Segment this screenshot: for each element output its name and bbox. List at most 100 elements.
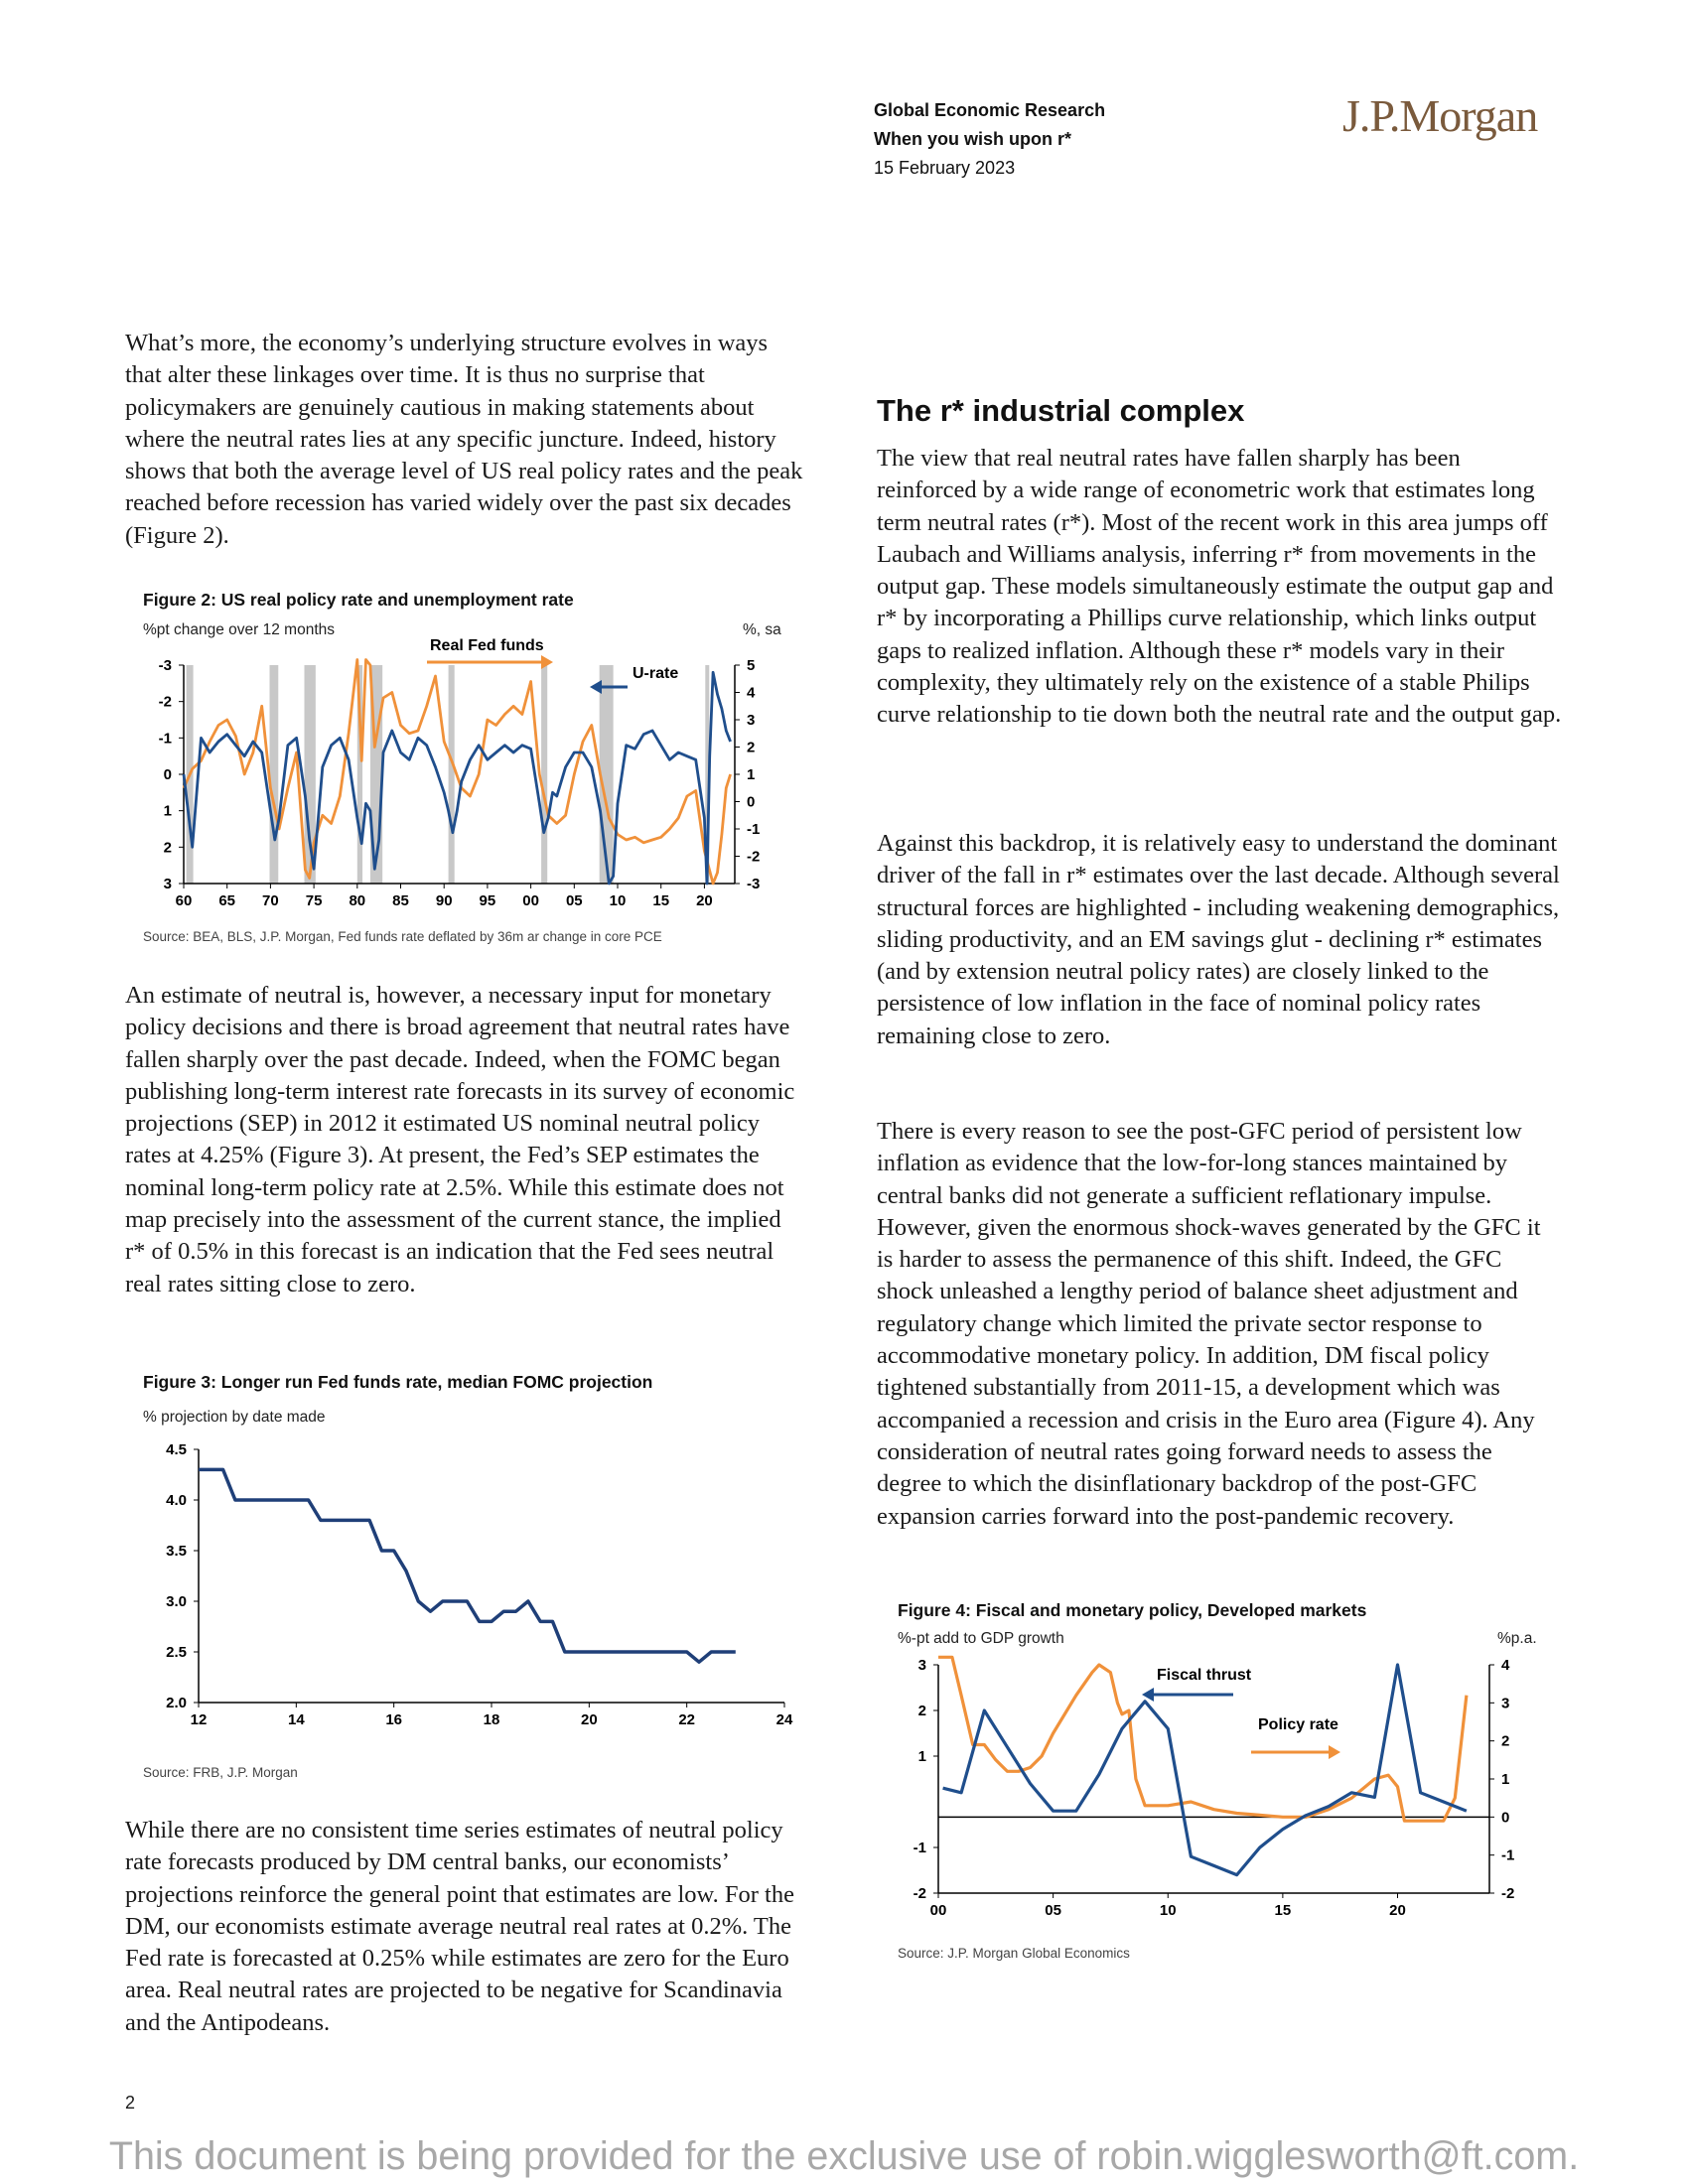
y-tick-label: 2.0 <box>166 1695 187 1711</box>
real-fed-funds-line <box>182 658 732 886</box>
y-tick-label: 4.0 <box>166 1492 187 1509</box>
jpmorgan-logo: J.P.Morgan <box>1342 90 1538 141</box>
right-tick-label: 2 <box>747 740 755 756</box>
policy-rate-arrow-head <box>1329 1745 1340 1759</box>
fiscal-thrust-line <box>942 1663 1468 1877</box>
figure-2-title: Figure 2: US real policy rate and unempl… <box>143 590 574 610</box>
policy-rate-annotation: Policy rate <box>1258 1716 1338 1733</box>
right-tick-label: -1 <box>747 821 760 838</box>
figure-4-title: Figure 4: Fiscal and monetary policy, De… <box>898 1600 1367 1620</box>
recession-band-1 <box>269 665 279 884</box>
x-tick-label: 75 <box>306 892 323 909</box>
right-tick-label: 5 <box>747 657 755 674</box>
x-tick-label: 20 <box>581 1711 598 1728</box>
report-title: When you wish upon r* <box>874 129 1071 149</box>
x-tick-label: 20 <box>1389 1902 1406 1919</box>
figure-3-unit: % projection by date made <box>143 1409 326 1426</box>
left-tick-label: -2 <box>914 1885 926 1902</box>
x-tick-label: 05 <box>1045 1902 1061 1919</box>
section-heading: The r* industrial complex <box>877 393 1245 428</box>
right-tick-label: 1 <box>1501 1771 1509 1788</box>
left-tick-label: 2 <box>918 1703 926 1719</box>
paragraph-1: What’s more, the economy’s underlying st… <box>125 330 803 549</box>
recession-band-2 <box>304 665 316 884</box>
figure-3-source: Source: FRB, J.P. Morgan <box>143 1765 298 1780</box>
recession-band-8 <box>705 665 710 884</box>
figure-4-source: Source: J.P. Morgan Global Economics <box>898 1946 1130 1961</box>
right-tick-label: 0 <box>747 794 755 811</box>
x-tick-label: 18 <box>484 1711 500 1728</box>
left-tick-label: -1 <box>159 730 172 747</box>
paragraph-3: While there are no consistent time serie… <box>125 1817 794 2036</box>
y-tick-label: 3.5 <box>166 1543 187 1560</box>
y-tick-label: 4.5 <box>166 1441 187 1458</box>
page-number: 2 <box>125 2093 136 2113</box>
x-tick-label: 70 <box>262 892 279 909</box>
u-rate-line <box>182 670 732 886</box>
paragraph-4: The view that real neutral rates have fa… <box>877 445 1562 729</box>
paragraph-6: There is every reason to see the post-GF… <box>877 1118 1541 1530</box>
report-header: Global Economic Research When you wish u… <box>874 96 1105 183</box>
x-tick-label: 12 <box>191 1711 208 1728</box>
x-tick-label: 95 <box>480 892 496 909</box>
figure-3-chart: 2.0 2.5 3.0 3.5 4.0 4.5 12 14 16 18 20 22 24 <box>166 1441 793 1728</box>
left-tick-label: -1 <box>914 1840 926 1856</box>
u-rate-annotation: U-rate <box>633 665 678 682</box>
recession-band-6 <box>541 665 548 884</box>
x-tick-label: 00 <box>522 892 539 909</box>
x-tick-label: 14 <box>288 1711 305 1728</box>
x-tick-label: 10 <box>1160 1902 1177 1919</box>
figure-2-right-unit: %, sa <box>743 621 781 638</box>
paragraph-5: Against this backdrop, it is relatively … <box>877 830 1560 1049</box>
left-tick-label: 2 <box>164 839 172 856</box>
recession-band-3 <box>356 665 363 884</box>
x-tick-label: 05 <box>566 892 583 909</box>
fiscal-thrust-arrow-head <box>1142 1688 1154 1702</box>
left-tick-label: 0 <box>164 766 172 783</box>
right-tick-label: -2 <box>1501 1885 1514 1902</box>
figure-2-left-unit: %pt change over 12 months <box>143 621 336 638</box>
right-tick-label: -2 <box>747 849 760 866</box>
x-tick-label: 20 <box>696 892 713 909</box>
left-tick-label: 1 <box>918 1748 926 1765</box>
figure-3-title: Figure 3: Longer run Fed funds rate, med… <box>143 1372 653 1392</box>
y-tick-label: 3.0 <box>166 1593 187 1610</box>
left-tick-label: 1 <box>164 803 172 820</box>
figure-2-source: Source: BEA, BLS, J.P. Morgan, Fed funds… <box>143 929 662 944</box>
figure-4-right-unit: %p.a. <box>1497 1630 1537 1647</box>
department-name: Global Economic Research <box>874 100 1106 120</box>
fomc-projection-line <box>199 1467 736 1664</box>
right-tick-label: 3 <box>1501 1695 1509 1711</box>
real-fed-funds-arrow-head <box>541 655 553 669</box>
x-tick-label: 15 <box>1275 1902 1292 1919</box>
left-tick-label: 3 <box>164 876 172 892</box>
left-tick-label: 3 <box>918 1657 926 1674</box>
x-tick-label: 22 <box>678 1711 695 1728</box>
paragraph-2: An estimate of neutral is, however, a ne… <box>125 982 795 1297</box>
figure-4-left-unit: %-pt add to GDP growth <box>898 1630 1064 1647</box>
x-tick-label: 80 <box>349 892 365 909</box>
policy-rate-line <box>938 1655 1469 1823</box>
right-tick-label: 2 <box>1501 1733 1509 1750</box>
x-tick-label: 10 <box>610 892 627 909</box>
usage-footer: This document is being provided for the … <box>108 2134 1580 2178</box>
x-tick-label: 00 <box>930 1902 947 1919</box>
right-tick-label: 4 <box>1501 1657 1510 1674</box>
x-tick-label: 60 <box>176 892 193 909</box>
x-tick-label: 90 <box>436 892 453 909</box>
right-tick-label: 0 <box>1501 1809 1509 1826</box>
y-tick-label: 2.5 <box>166 1644 187 1661</box>
right-tick-label: 3 <box>747 712 755 729</box>
x-tick-label: 24 <box>776 1711 793 1728</box>
x-tick-label: 16 <box>385 1711 402 1728</box>
real-fed-funds-annotation: Real Fed funds <box>430 637 544 654</box>
x-tick-label: 85 <box>392 892 409 909</box>
fiscal-thrust-annotation: Fiscal thrust <box>1157 1667 1252 1684</box>
right-tick-label: -1 <box>1501 1847 1514 1864</box>
recession-band-5 <box>448 665 455 884</box>
right-tick-label: 4 <box>747 685 756 702</box>
x-tick-label: 15 <box>652 892 669 909</box>
report-date: 15 February 2023 <box>874 158 1016 178</box>
